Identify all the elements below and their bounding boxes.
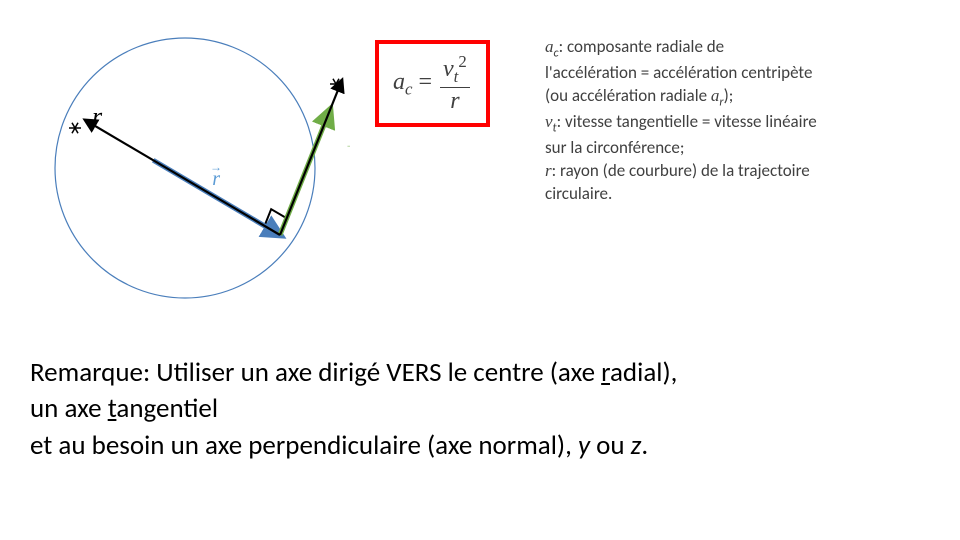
- remark-text: Remarque: Utiliser un axe dirigé VERS le…: [30, 355, 677, 464]
- formula-den-var: r: [450, 88, 459, 114]
- centripetal-formula: ac = vt2 r: [375, 40, 490, 127]
- formula-lhs-var: a: [393, 69, 405, 95]
- definition-line: circulaire.: [545, 183, 817, 206]
- formula-num-var: v: [443, 56, 454, 82]
- trajectory-circle: [55, 38, 315, 298]
- r-axis-label: r: [92, 102, 103, 131]
- t-axis-tick: [330, 79, 342, 89]
- formula-lhs-sub: c: [405, 80, 412, 99]
- definition-line: l'accélération = accélération centripète: [545, 62, 817, 85]
- remark-line: Remarque: Utiliser un axe dirigé VERS le…: [30, 355, 677, 391]
- definition-line: sur la circonférence;: [545, 137, 817, 160]
- r-axis-tick: [69, 123, 81, 133]
- definition-line: ac: composante radiale de: [545, 36, 817, 62]
- definition-line: r: rayon (de courbure) de la trajectoire: [545, 160, 817, 183]
- remark-line: un axe tangentiel: [30, 391, 677, 427]
- r-axis: [85, 120, 280, 235]
- formula-fraction: vt2 r: [440, 52, 470, 115]
- r-vector-label: r→: [210, 160, 222, 190]
- variable-definitions: ac: composante radiale del'accélération …: [545, 36, 817, 205]
- definition-line: (ou accélération radiale ar);: [545, 85, 817, 111]
- circle-diagram: r t r→ vt→: [20, 20, 350, 310]
- equals-sign: =: [418, 69, 438, 95]
- t-axis: [280, 80, 342, 235]
- vt-vector-label: vt→: [345, 137, 350, 169]
- definition-line: vt: vitesse tangentielle = vitesse linéa…: [545, 111, 817, 137]
- formula-num-sup: 2: [458, 52, 466, 71]
- remark-line: et au besoin un axe perpendiculaire (axe…: [30, 428, 677, 464]
